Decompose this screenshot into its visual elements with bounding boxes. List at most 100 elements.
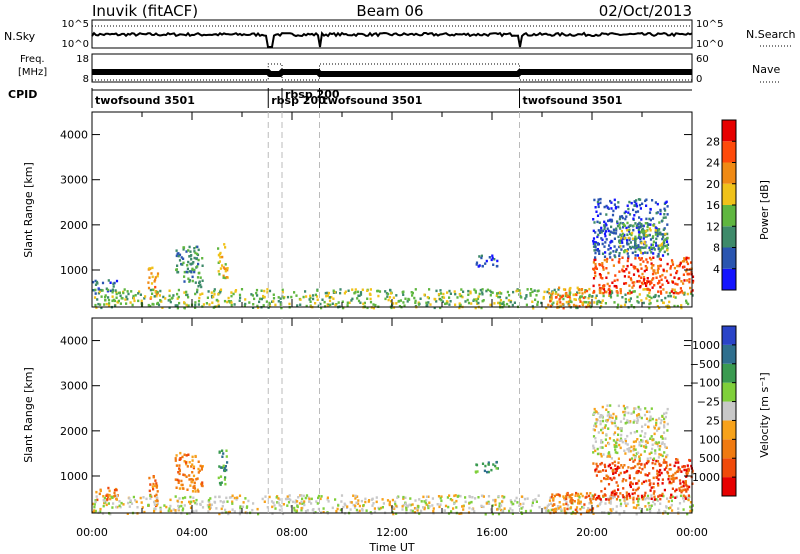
data-cell	[603, 227, 606, 231]
data-cell	[581, 505, 584, 509]
data-cell	[643, 435, 646, 438]
data-cell	[206, 504, 209, 507]
data-cell	[674, 296, 677, 299]
data-cell	[529, 509, 532, 513]
data-cell	[352, 503, 355, 507]
data-cell	[96, 282, 99, 285]
data-cell	[355, 508, 358, 512]
data-cell	[520, 495, 523, 498]
data-cell	[635, 204, 638, 207]
data-cell	[665, 461, 668, 464]
data-cell	[480, 306, 483, 310]
data-cell	[388, 500, 391, 504]
data-cell	[188, 500, 191, 504]
data-cell	[431, 504, 434, 507]
data-cell	[650, 407, 653, 410]
data-cell	[651, 278, 654, 281]
data-cell	[293, 291, 296, 294]
data-cell	[686, 272, 689, 276]
data-cell	[224, 267, 227, 270]
data-cell	[438, 297, 442, 301]
data-cell	[115, 498, 118, 501]
data-cell	[620, 215, 624, 218]
data-cell	[676, 270, 679, 273]
data-cell	[686, 471, 689, 475]
data-cell	[221, 504, 224, 508]
data-cell	[168, 507, 171, 510]
data-cell	[402, 293, 405, 296]
data-cell	[328, 299, 332, 303]
data-cell	[506, 290, 509, 294]
data-cell	[655, 237, 658, 241]
data-cell	[658, 221, 661, 224]
data-cell	[485, 289, 488, 293]
data-cell	[126, 297, 129, 301]
data-cell	[605, 474, 608, 477]
data-cell	[632, 453, 635, 457]
data-cell	[642, 288, 645, 291]
data-cell	[105, 494, 108, 497]
data-cell	[629, 449, 632, 453]
data-cell	[241, 505, 245, 508]
colorbar-swatch	[722, 458, 736, 478]
data-cell	[458, 293, 461, 296]
data-cell	[372, 303, 375, 306]
data-cell	[490, 508, 493, 511]
data-cell	[217, 247, 220, 250]
data-cell	[674, 471, 677, 475]
data-cell	[139, 496, 142, 500]
data-cell	[505, 296, 508, 300]
data-cell	[509, 507, 512, 510]
data-cell	[405, 508, 408, 512]
data-cell	[603, 463, 606, 467]
data-cell	[323, 300, 326, 304]
data-cell	[557, 493, 560, 496]
data-cell	[623, 471, 626, 474]
data-cell	[648, 256, 652, 260]
data-cell	[258, 300, 261, 304]
data-cell	[326, 498, 329, 501]
data-cell	[156, 490, 159, 493]
data-cell	[301, 502, 304, 505]
data-cell	[390, 292, 393, 295]
data-cell	[546, 504, 549, 508]
data-cell	[684, 480, 687, 483]
data-cell	[653, 295, 657, 298]
data-cell	[604, 424, 607, 427]
data-cell	[643, 278, 646, 281]
data-cell	[599, 276, 602, 279]
data-cell	[435, 300, 438, 303]
data-cell	[281, 288, 284, 292]
data-cell	[664, 445, 667, 449]
data-cell	[569, 286, 572, 290]
data-cell	[199, 464, 202, 468]
data-cell	[653, 495, 656, 499]
data-cell	[683, 465, 686, 468]
data-cell	[357, 499, 360, 502]
data-cell	[238, 293, 242, 297]
data-cell	[143, 297, 146, 300]
data-cell	[467, 293, 470, 296]
data-cell	[600, 490, 603, 493]
data-cell	[666, 262, 669, 266]
data-cell	[634, 257, 637, 260]
data-cell	[609, 199, 612, 203]
data-cell	[636, 419, 640, 422]
colorbar-swatch	[722, 477, 736, 496]
data-cell	[600, 301, 603, 304]
data-cell	[188, 512, 191, 515]
data-cell	[154, 291, 157, 294]
data-cell	[597, 233, 600, 237]
data-cell	[619, 291, 622, 295]
data-cell	[531, 501, 534, 505]
data-cell	[632, 411, 635, 414]
data-cell	[616, 467, 619, 470]
data-cell	[110, 495, 113, 499]
data-cell	[628, 494, 631, 498]
data-cell	[182, 507, 185, 510]
data-cell	[603, 205, 606, 209]
data-cell	[148, 267, 151, 270]
data-cell	[188, 478, 191, 481]
data-cell	[194, 301, 197, 304]
data-cell	[604, 302, 607, 305]
